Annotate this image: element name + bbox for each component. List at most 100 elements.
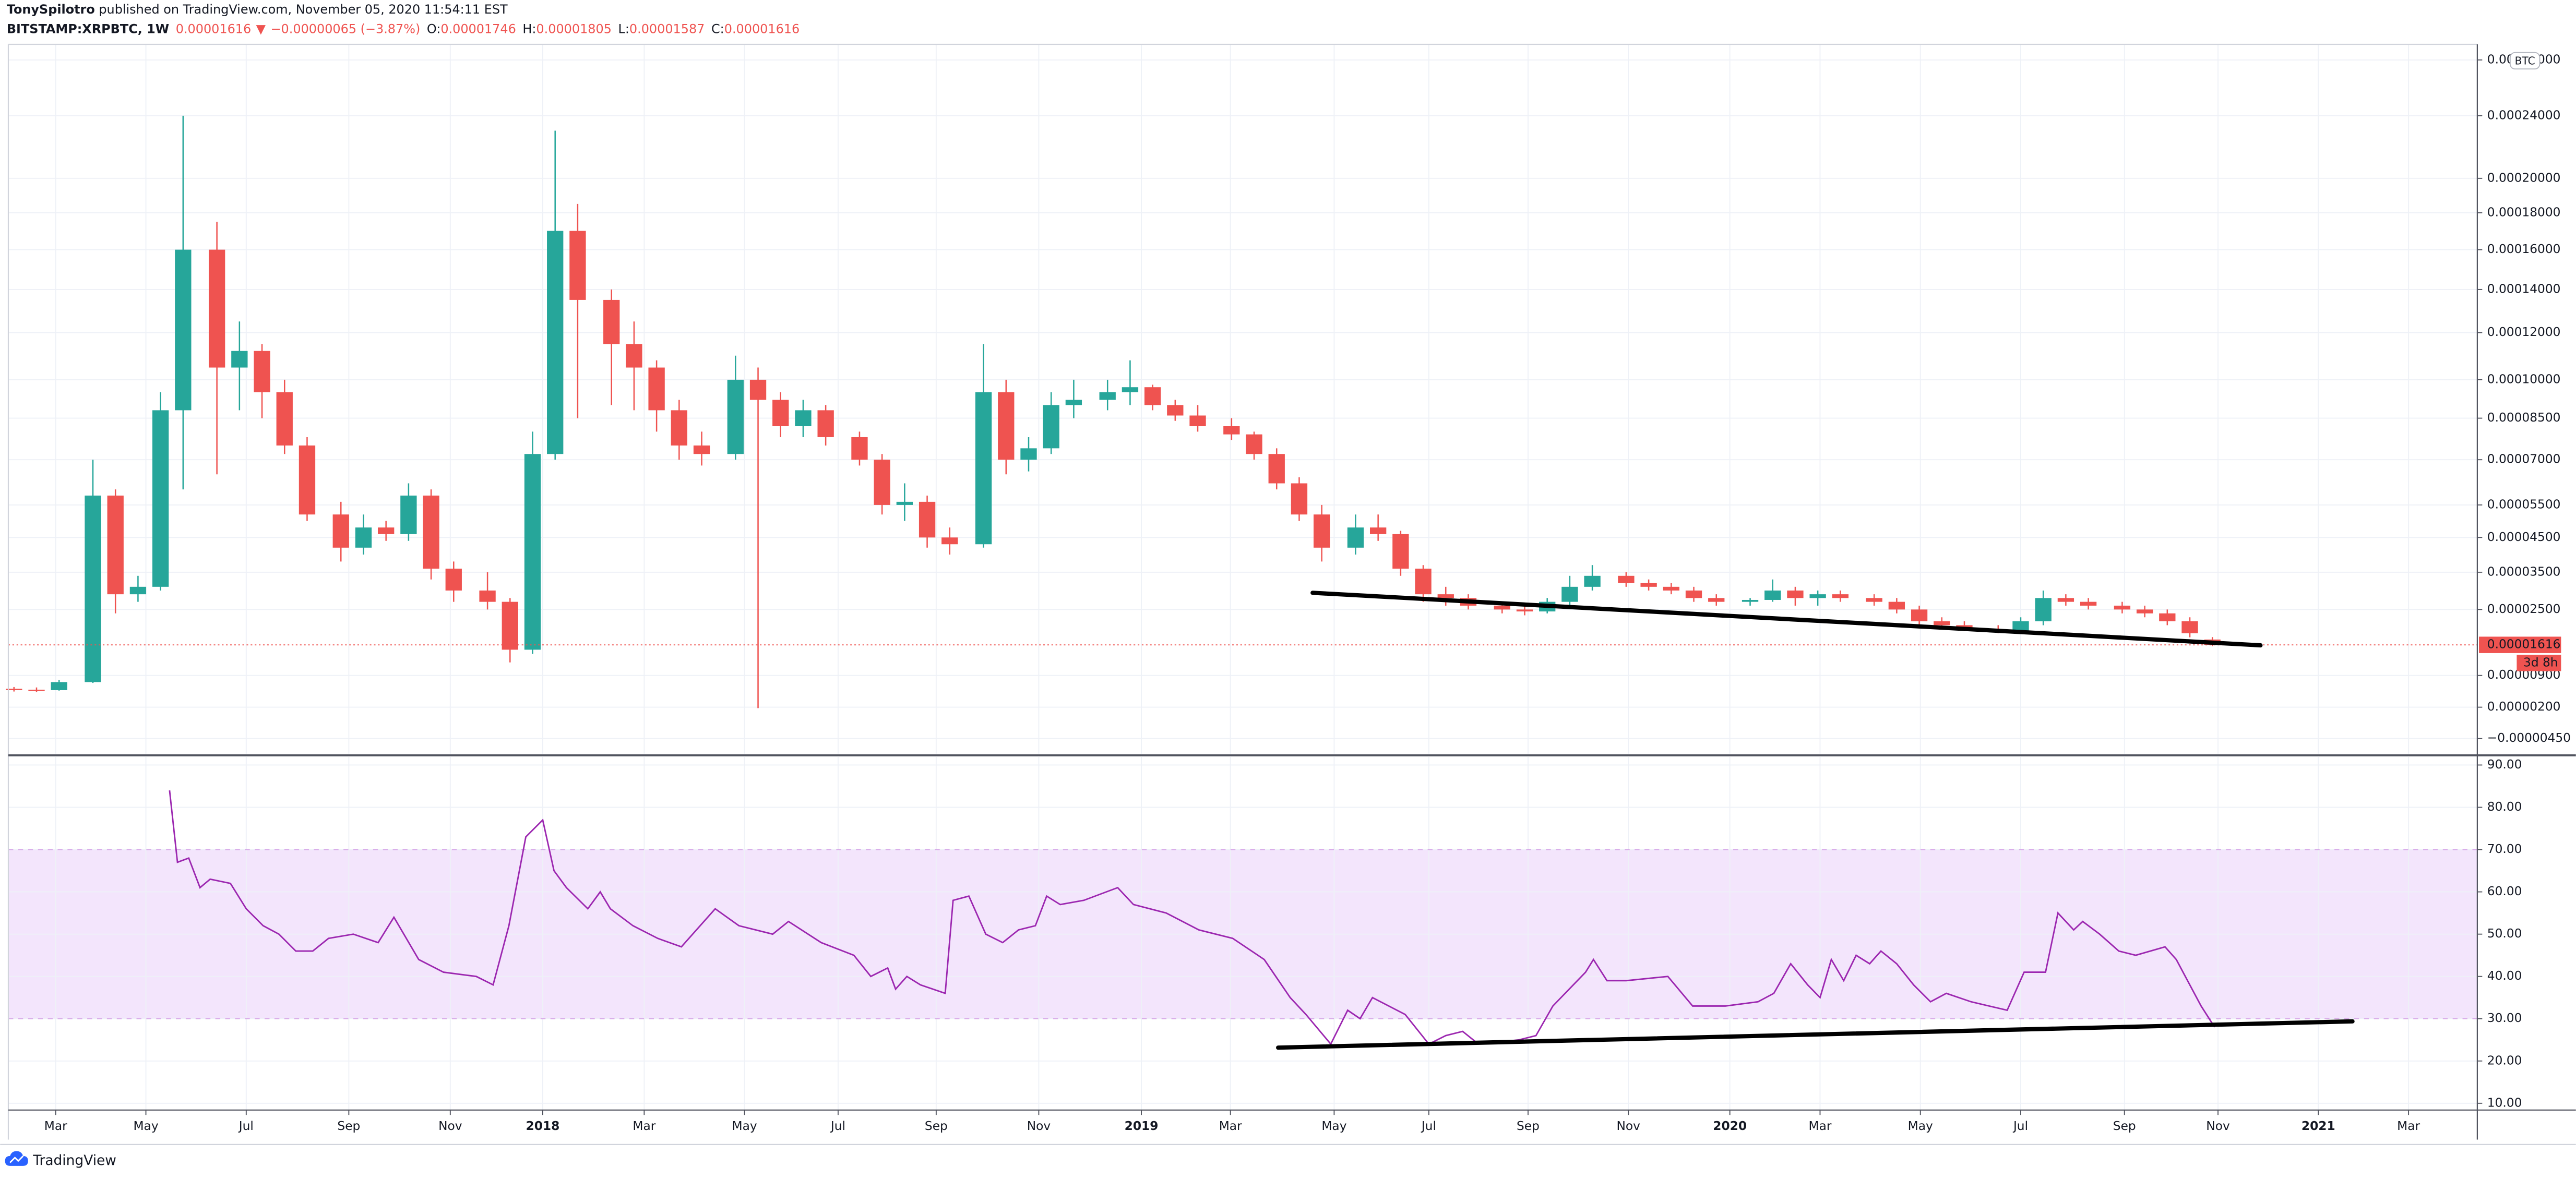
x-tick-label: Sep [925, 1119, 948, 1133]
y-tick-label: 80.00 [2487, 800, 2522, 814]
x-tick-label: 2018 [526, 1119, 560, 1133]
x-tick-label: Jul [238, 1119, 254, 1133]
candle-body [874, 460, 890, 505]
candle-body [1584, 575, 1601, 587]
last-price: 0.00001616 [176, 22, 252, 37]
candle-body [1764, 590, 1781, 600]
candle-body [208, 249, 225, 368]
y-tick-label: 0.00004500 [2487, 530, 2561, 544]
rsi-trendline [1276, 1019, 2355, 1050]
y-tick-label: 0.00005500 [2487, 497, 2561, 511]
candle-body [749, 379, 767, 400]
candle-body [1313, 514, 1330, 548]
candle-body [2181, 621, 2198, 633]
candle-body [2012, 621, 2029, 631]
unit-label: BTC [2515, 55, 2535, 67]
price-trendline [1310, 591, 2263, 648]
candle-body [1415, 569, 1432, 595]
candle-body [355, 527, 372, 548]
candle-body [299, 445, 316, 515]
candle-body [129, 586, 147, 595]
candle-body [2114, 605, 2131, 610]
candle-body [1223, 426, 1240, 435]
candle-body [378, 527, 395, 534]
logo-mark [9, 1155, 24, 1163]
brand: TradingView [32, 1152, 116, 1169]
candle-body [2136, 609, 2153, 613]
last-price-box [2479, 636, 2561, 653]
y-tick-label: 0.00002500 [2487, 602, 2561, 616]
candle-body [1888, 601, 1905, 610]
candle-body [1392, 534, 1409, 569]
x-tick-label: Sep [1517, 1119, 1540, 1133]
y-tick-label: 90.00 [2487, 757, 2522, 772]
candle-body [998, 392, 1015, 460]
candle-body [941, 537, 958, 545]
x-tick-label: Nov [1617, 1119, 1641, 1133]
candle-body [603, 299, 620, 344]
y-tick-label: 0.00024000 [2487, 108, 2561, 122]
candle-body [1268, 454, 1285, 484]
tradingview-logo: TradingView [5, 1151, 116, 1169]
x-tick-label: May [732, 1119, 757, 1133]
x-tick-label: May [1908, 1119, 1933, 1133]
candle-body [276, 392, 293, 446]
x-tick-label: Nov [1027, 1119, 1051, 1133]
ohlc-key: L: [618, 22, 629, 37]
candle-body [896, 501, 913, 505]
candle-body [28, 690, 45, 691]
x-tick-label: Mar [633, 1119, 655, 1133]
symbol: BITSTAMP:XRPBTC, 1W [7, 22, 169, 37]
candle-body [547, 231, 564, 454]
candle-body [1099, 392, 1116, 400]
candle-body [1866, 598, 1882, 602]
x-tick-label: May [133, 1119, 158, 1133]
candle-body [1640, 583, 1657, 587]
x-tick-label: Sep [2113, 1119, 2136, 1133]
publish-line: TonySpilotro published on TradingView.co… [7, 2, 508, 17]
candle-body [1663, 586, 1679, 591]
candle-body [2057, 598, 2074, 602]
y-tick-label: 40.00 [2487, 969, 2522, 983]
candle-body [727, 379, 744, 454]
candle-body [6, 689, 22, 690]
y-tick-label: 0.00012000 [2487, 325, 2561, 339]
candle-body [2035, 598, 2052, 621]
y-tick-label: 0.00014000 [2487, 282, 2561, 296]
ohlc-value: 0.00001805 [536, 22, 612, 37]
candle-body [1618, 575, 1635, 583]
x-tick-label: Sep [337, 1119, 360, 1133]
y-tick-label: 0.00020000 [2487, 171, 2561, 185]
candle-body [648, 367, 665, 411]
candle-body [1065, 400, 1082, 405]
candle-body [817, 410, 834, 437]
y-tick-label: 30.00 [2487, 1011, 2522, 1025]
candle-body [479, 590, 496, 602]
countdown-box [2517, 655, 2561, 671]
y-tick-label: 0.00007000 [2487, 452, 2561, 466]
ohlc-value: 0.00001587 [629, 22, 705, 37]
countdown-label: 3d 8h [2523, 655, 2558, 669]
candle-body [1685, 590, 1702, 598]
last-price-label: 0.00001616 [2487, 637, 2561, 652]
symbol-legend: BITSTAMP:XRPBTC, 1W 0.00001616 ▼ −0.0000006… [7, 22, 800, 37]
ohlc-value: 0.00001746 [440, 22, 516, 37]
frame [0, 43, 2576, 1146]
candle-body [51, 682, 67, 690]
x-tick-label: Nov [2206, 1119, 2230, 1133]
candle-body [1144, 387, 1161, 405]
published: published on TradingView.com, November 0… [95, 2, 508, 17]
y-tick-label: 0.00018000 [2487, 205, 2561, 219]
ohlc-key: H: [522, 22, 536, 37]
x-tick-label: 2019 [1125, 1119, 1159, 1133]
candle-body [795, 410, 812, 426]
candle-body [851, 437, 868, 460]
candle-body [152, 410, 169, 587]
candle-body [1911, 609, 1928, 621]
ohlc-key: O: [427, 22, 440, 37]
author: TonySpilotro [7, 2, 95, 17]
y-tick-label: −0.00000450 [2487, 731, 2571, 745]
change-arrow: ▼ [256, 22, 266, 37]
x-tick-label: Jul [1421, 1119, 1436, 1133]
y-tick-label: 0.00010000 [2487, 372, 2561, 386]
